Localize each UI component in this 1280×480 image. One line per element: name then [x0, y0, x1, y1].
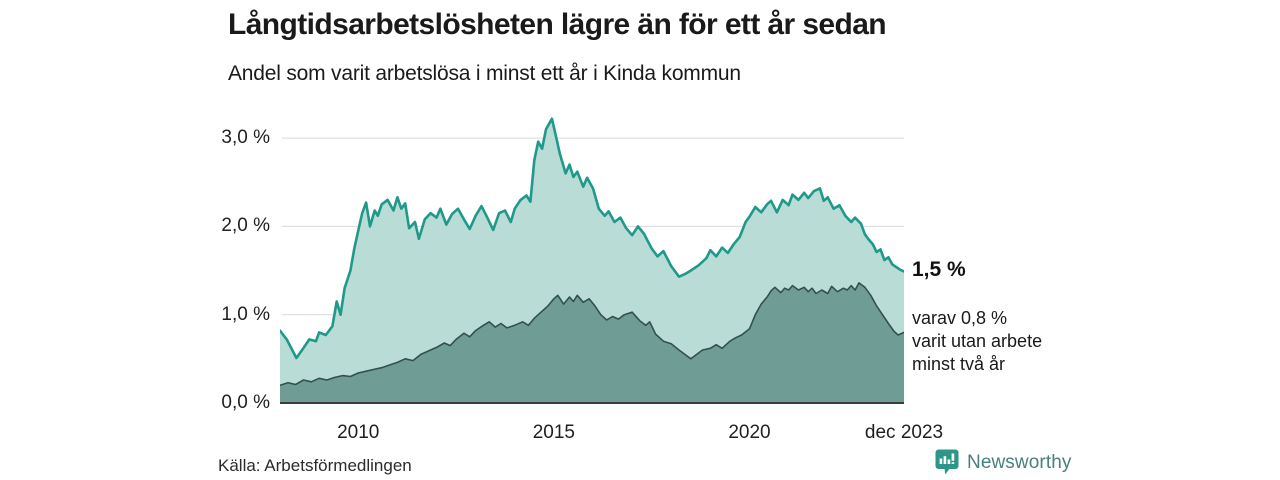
x-tick-label: 2020	[728, 422, 771, 443]
y-tick-label: 2,0 %	[221, 215, 270, 237]
area-chart-svg	[278, 117, 906, 404]
secondary-value-line: varav 0,8 %	[912, 308, 1008, 329]
secondary-value-line: minst två år	[912, 354, 1006, 375]
y-tick-label: 0,0 %	[221, 392, 270, 413]
x-tick-label: 2015	[532, 422, 575, 443]
brand-logo: Newsworthy	[935, 449, 1071, 476]
page-subtitle: Andel som varit arbetslösa i minst ett å…	[228, 62, 741, 85]
page-title: Långtidsarbetslösheten lägre än för ett …	[228, 8, 887, 41]
source-credit: Källa: Arbetsförmedlingen	[218, 456, 412, 475]
newsworthy-icon	[935, 449, 959, 475]
brand-wordmark: Newsworthy	[967, 451, 1072, 473]
last-value-label: 1,5 %	[912, 258, 966, 282]
y-tick-label: 3,0 %	[221, 127, 270, 149]
secondary-value-line: varit utan arbete	[912, 331, 1043, 352]
x-tick-label: dec 2023	[864, 422, 944, 443]
x-tick-label: 2010	[337, 422, 380, 443]
secondary-value-label: varav 0,8 % varit utan arbete minst två …	[912, 307, 1042, 376]
y-tick-label: 1,0 %	[221, 303, 270, 325]
area-chart-plot	[278, 110, 906, 404]
